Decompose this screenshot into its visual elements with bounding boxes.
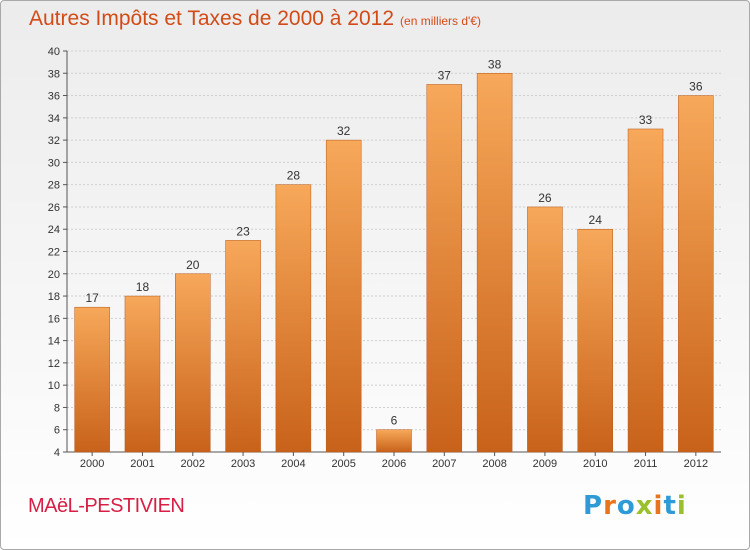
y-tick-label: 36 <box>48 91 60 103</box>
chart-title-block: Autres Impôts et Taxes de 2000 à 2012 (en… <box>29 7 481 31</box>
x-tick-label: 2002 <box>181 458 205 470</box>
bar-2003 <box>225 240 261 453</box>
data-label: 32 <box>337 124 351 138</box>
bar-2005 <box>325 139 362 453</box>
x-tick-label: 2005 <box>331 458 355 470</box>
bar-2010 <box>577 228 613 453</box>
axes <box>66 51 721 453</box>
x-tick-label: 2000 <box>80 458 104 470</box>
chart-unit: (en milliers d'€) <box>400 14 482 28</box>
x-tick-label: 2004 <box>281 458 305 470</box>
y-tick-label: 18 <box>48 291 60 303</box>
x-tick-label: 2008 <box>482 458 506 470</box>
x-tick-label: 2010 <box>583 458 607 470</box>
bar-2007 <box>426 84 463 453</box>
logo-letter: x <box>635 491 654 521</box>
y-tick-label: 26 <box>48 202 60 214</box>
y-tick-label: 16 <box>48 313 60 325</box>
data-label: 24 <box>589 213 603 227</box>
bar-2000 <box>74 306 110 453</box>
bar-2008 <box>476 73 513 453</box>
logo-letter: i <box>676 491 687 521</box>
x-tick-label: 2009 <box>533 458 557 470</box>
bar-2009 <box>527 206 563 453</box>
bar-2012 <box>678 95 714 453</box>
x-tick-label: 2011 <box>634 458 658 470</box>
logo-letter: i <box>653 491 664 521</box>
logo-letter: o <box>616 491 636 521</box>
data-label: 36 <box>689 80 703 94</box>
bars <box>74 73 714 453</box>
y-tick-label: 32 <box>48 135 60 147</box>
y-tick-label: 4 <box>54 447 60 459</box>
data-label: 17 <box>85 291 99 305</box>
data-label: 26 <box>538 191 552 205</box>
commune-name: MAëL-PESTIVIEN <box>28 495 185 517</box>
y-tick-label: 20 <box>48 269 60 281</box>
y-tick-label: 28 <box>48 180 60 192</box>
y-tick-label: 6 <box>54 425 60 437</box>
y-tick-label: 8 <box>54 402 60 414</box>
x-tick-label: 2006 <box>382 458 406 470</box>
bar-2002 <box>175 273 211 453</box>
x-axis-ticks: 2000 2001 2002 2003 2004 2005 2006 2007 2008 2009… <box>80 452 708 470</box>
logo-letter: t <box>663 491 677 521</box>
data-label: 23 <box>236 224 250 238</box>
y-tick-label: 24 <box>48 224 60 236</box>
data-label: 37 <box>438 68 452 82</box>
y-tick-label: 34 <box>48 113 60 125</box>
y-tick-label: 14 <box>48 336 60 348</box>
bar-2001 <box>124 295 161 453</box>
y-tick-label: 38 <box>48 68 60 80</box>
y-tick-label: 10 <box>48 380 60 392</box>
chart-title: Autres Impôts et Taxes de 2000 à 2012 <box>29 7 395 30</box>
data-label: 6 <box>391 414 398 428</box>
x-tick-label: 2001 <box>130 458 154 470</box>
proxiti-logo[interactable]: Proxiti <box>583 491 687 521</box>
data-label: 28 <box>287 169 301 183</box>
bar-2006 <box>376 429 412 453</box>
data-label: 18 <box>136 280 150 294</box>
y-tick-label: 40 <box>48 46 60 58</box>
bar-2004 <box>275 184 312 453</box>
y-tick-label: 22 <box>48 247 60 259</box>
x-tick-label: 2012 <box>684 458 708 470</box>
data-label: 33 <box>639 113 653 127</box>
data-label: 38 <box>488 57 502 71</box>
data-label: 20 <box>186 258 200 272</box>
data-labels: 17 18 20 23 28 32 6 37 38 26 24 33 36 <box>85 57 702 427</box>
grid-lines <box>67 50 721 453</box>
x-tick-label: 2003 <box>231 458 255 470</box>
bar-2011 <box>627 128 664 453</box>
y-tick-label: 12 <box>48 358 60 370</box>
logo-letter: r <box>603 491 617 521</box>
logo-letter: P <box>583 491 604 521</box>
y-tick-label: 30 <box>48 157 60 169</box>
y-axis-ticks: 4 6 8 10 12 14 16 18 20 22 24 26 28 30 32 34 36 38 40 <box>48 46 67 459</box>
x-tick-label: 2007 <box>432 458 456 470</box>
